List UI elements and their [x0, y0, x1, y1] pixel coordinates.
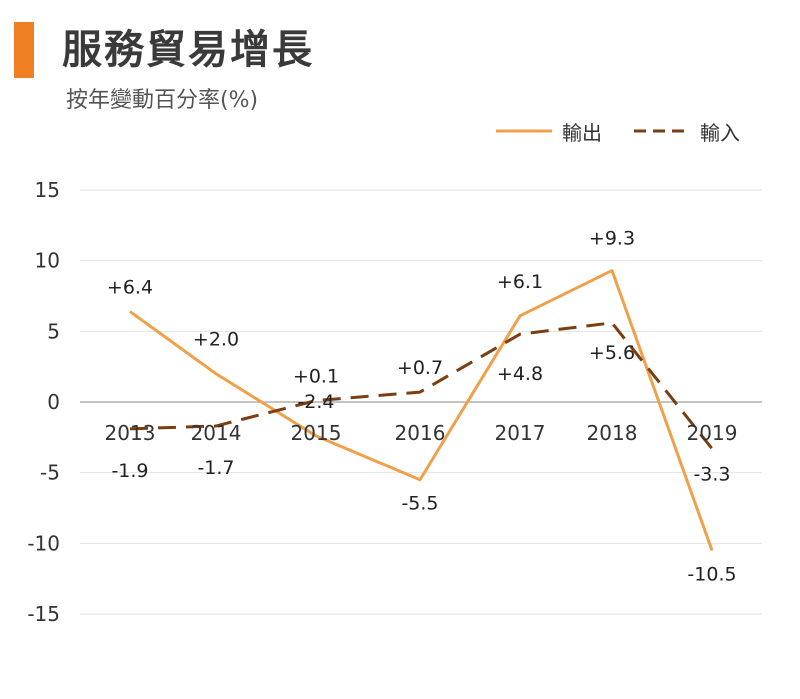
data-label-export: -2.4 [297, 391, 334, 413]
data-label-import: +5.6 [589, 342, 635, 364]
data-label-import: +4.8 [497, 363, 543, 385]
x-tick-label: 2015 [291, 421, 342, 445]
x-tick-label: 2019 [687, 421, 738, 445]
legend-label-import: 輸入 [700, 120, 740, 145]
data-label-export: +6.1 [497, 271, 543, 293]
data-label-export: +6.4 [107, 277, 153, 299]
x-tick-label: 2014 [191, 421, 242, 445]
y-tick-label: -5 [40, 461, 60, 485]
y-tick-label: -15 [27, 602, 60, 626]
data-label-export: -10.5 [687, 563, 736, 585]
data-label-import: -1.9 [111, 460, 148, 482]
data-label-export: +9.3 [589, 228, 635, 250]
chart-title: 服務貿易增長 [62, 27, 314, 73]
title-accent-bar [14, 22, 34, 78]
chart-subtitle: 按年變動百分率(%) [66, 88, 259, 113]
x-tick-label: 2018 [587, 421, 638, 445]
series-line-import [129, 321, 714, 450]
y-tick-label: 10 [35, 249, 60, 273]
legend-swatch-export [496, 129, 552, 133]
data-label-import: -1.7 [197, 457, 234, 479]
x-tick-label: 2016 [395, 421, 446, 445]
x-tick-label: 2013 [105, 421, 156, 445]
x-tick-label: 2017 [495, 421, 546, 445]
data-label-import: -3.3 [693, 464, 730, 486]
legend-item-import: 輸入 [632, 116, 740, 146]
legend-swatch-import [634, 129, 690, 133]
data-label-import: +0.7 [397, 357, 443, 379]
y-tick-label: -10 [27, 531, 60, 555]
legend: 輸出 輸入 [0, 116, 800, 146]
series-line-export [129, 269, 714, 551]
data-label-export: +2.0 [193, 329, 239, 351]
data-label-export: -5.5 [401, 493, 438, 515]
y-tick-label: 15 [35, 178, 60, 202]
data-label-import: +0.1 [293, 366, 339, 388]
legend-item-export: 輸出 [494, 116, 602, 146]
legend-label-export: 輸出 [562, 120, 602, 145]
y-tick-label: 5 [47, 319, 60, 343]
y-tick-label: 0 [47, 390, 60, 414]
